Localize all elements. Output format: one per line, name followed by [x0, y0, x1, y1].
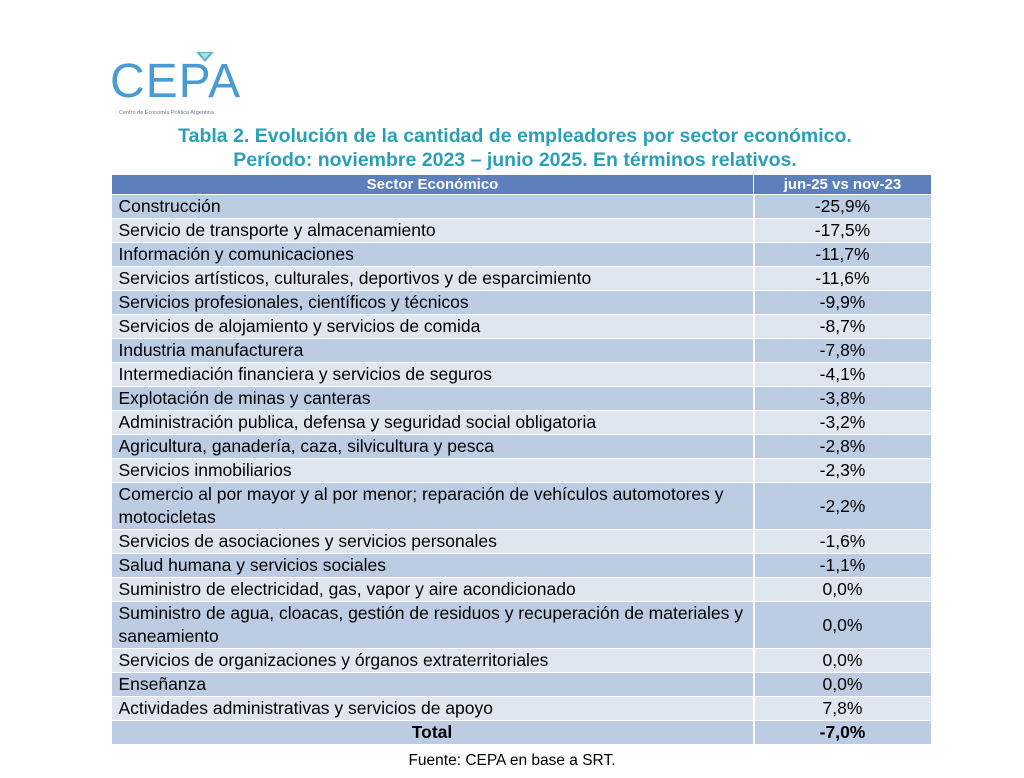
cepa-logo: CEPA Centro de Economía Política Argenti…: [108, 50, 248, 122]
sector-cell: Intermediación financiera y servicios de…: [111, 362, 755, 387]
value-cell: -25,9%: [753, 194, 933, 219]
sector-cell: Suministro de agua, cloacas, gestión de …: [111, 601, 755, 649]
sector-cell: Enseñanza: [111, 672, 755, 697]
value-cell: -11,6%: [753, 266, 933, 291]
header-variation: jun-25 vs nov-23: [753, 174, 932, 195]
table-row: Industria manufacturera -7,8%: [111, 338, 933, 363]
value-cell: -7,8%: [753, 338, 933, 363]
total-label: Total: [111, 720, 755, 745]
value-cell: -9,9%: [753, 290, 933, 315]
sector-cell: Actividades administrativas y servicios …: [111, 696, 755, 721]
value-cell: 0,0%: [753, 648, 933, 673]
sector-cell: Comercio al por mayor y al por menor; re…: [111, 482, 755, 530]
value-cell: -4,1%: [753, 362, 933, 387]
value-cell: -3,2%: [753, 410, 933, 435]
table-row: Servicios de organizaciones y órganos ex…: [111, 648, 933, 673]
value-cell: -1,1%: [753, 553, 933, 578]
sector-cell: Servicios de organizaciones y órganos ex…: [111, 648, 755, 673]
table-row: Enseñanza 0,0%: [111, 672, 933, 697]
sector-cell: Servicios artísticos, culturales, deport…: [111, 266, 755, 291]
total-value: -7,0%: [753, 720, 933, 745]
table-title: Tabla 2. Evolución de la cantidad de emp…: [100, 124, 930, 172]
employers-table: Sector Económico jun-25 vs nov-23 Constr…: [111, 174, 933, 745]
sector-cell: Servicio de transporte y almacenamiento: [111, 218, 755, 243]
table-row: Actividades administrativas y servicios …: [111, 696, 933, 721]
sector-cell: Construcción: [111, 194, 755, 219]
value-cell: 0,0%: [753, 672, 933, 697]
title-line-1: Tabla 2. Evolución de la cantidad de emp…: [178, 125, 852, 147]
sector-cell: Servicios de alojamiento y servicios de …: [111, 314, 755, 339]
table-row: Servicio de transporte y almacenamiento -…: [111, 218, 933, 243]
table-row: Intermediación financiera y servicios de…: [111, 362, 933, 387]
sector-cell: Administración publica, defensa y seguri…: [111, 410, 755, 435]
sector-cell: Explotación de minas y canteras: [111, 386, 755, 411]
value-cell: -11,7%: [753, 242, 933, 267]
table-row: Agricultura, ganadería, caza, silvicultu…: [111, 434, 933, 459]
table-row: Servicios inmobiliarios -2,3%: [111, 458, 933, 483]
table-row: Salud humana y servicios sociales -1,1%: [111, 553, 933, 578]
table-row: Información y comunicaciones -11,7%: [111, 242, 933, 267]
title-line-2: Período: noviembre 2023 – junio 2025. En…: [233, 149, 797, 171]
sector-cell: Información y comunicaciones: [111, 242, 755, 267]
sector-cell: Salud humana y servicios sociales: [111, 553, 755, 578]
sector-cell: Suministro de electricidad, gas, vapor y…: [111, 577, 755, 602]
table-row: Explotación de minas y canteras -3,8%: [111, 386, 933, 411]
value-cell: -3,8%: [753, 386, 933, 411]
table-row: Administración publica, defensa y seguri…: [111, 410, 933, 435]
sector-cell: Industria manufacturera: [111, 338, 755, 363]
value-cell: -2,3%: [753, 458, 933, 483]
sector-cell: Servicios de asociaciones y servicios pe…: [111, 529, 755, 554]
sector-cell: Servicios profesionales, científicos y t…: [111, 290, 755, 315]
header-sector: Sector Económico: [111, 174, 754, 195]
table-row: Servicios artísticos, culturales, deport…: [111, 266, 933, 291]
value-cell: -8,7%: [753, 314, 933, 339]
sector-cell: Agricultura, ganadería, caza, silvicultu…: [111, 434, 755, 459]
value-cell: -1,6%: [753, 529, 933, 554]
logo-text: CEPA: [110, 55, 242, 108]
table-row: Servicios de alojamiento y servicios de …: [111, 314, 933, 339]
sector-cell: Servicios inmobiliarios: [111, 458, 755, 483]
total-row: Total -7,0%: [111, 720, 933, 745]
value-cell: -17,5%: [753, 218, 933, 243]
logo-triangle-icon: [196, 52, 214, 62]
value-cell: 7,8%: [753, 696, 933, 721]
table-row: Construcción -25,9%: [111, 194, 933, 219]
table-row: Comercio al por mayor y al por menor; re…: [111, 482, 933, 530]
logo-subtitle: Centro de Economía Política Argentina: [119, 110, 214, 116]
value-cell: 0,0%: [753, 577, 933, 602]
table-row: Servicios profesionales, científicos y t…: [111, 290, 933, 315]
table-row: Servicios de asociaciones y servicios pe…: [111, 529, 933, 554]
source-note: Fuente: CEPA en base a SRT.: [408, 752, 616, 769]
value-cell: -2,8%: [753, 434, 933, 459]
value-cell: 0,0%: [753, 601, 933, 649]
table-header-row: Sector Económico jun-25 vs nov-23: [111, 174, 932, 195]
table-row: Suministro de agua, cloacas, gestión de …: [111, 601, 933, 649]
table-body: Construcción -25,9% Servicio de transporte…: [111, 194, 933, 745]
value-cell: -2,2%: [753, 482, 933, 530]
table-row: Suministro de electricidad, gas, vapor y…: [111, 577, 933, 602]
